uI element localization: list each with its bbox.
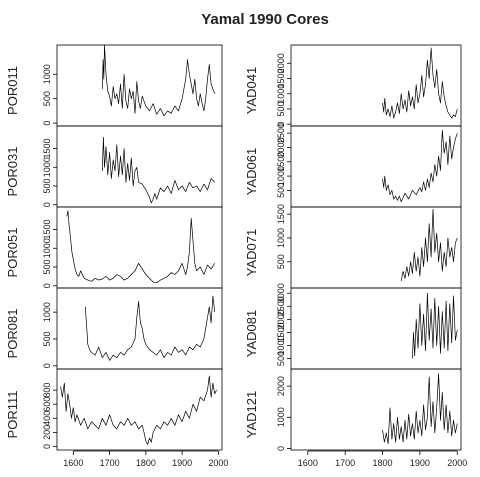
y-tick-label: 500 xyxy=(276,351,286,366)
x-tick-label: 2000 xyxy=(447,458,467,468)
panel-frame xyxy=(290,287,462,370)
panel-frame xyxy=(56,287,223,370)
y-tick-label: 0 xyxy=(42,121,52,126)
y-axis-label: POR111 xyxy=(5,391,20,439)
y-axis-label: YAD121 xyxy=(244,391,259,438)
y-tick-label: 500 xyxy=(42,91,52,106)
x-tick-label: 1700 xyxy=(100,458,120,468)
y-tick-label: 800 xyxy=(42,383,52,398)
y-tick-label: 1500 xyxy=(276,322,286,342)
panel-yad071: 500 1000 1500 YAD071 xyxy=(244,204,462,289)
x-tick-label: 2000 xyxy=(208,458,228,468)
y-tick-label: 2000 xyxy=(276,137,286,157)
y-tick-label: 3000 xyxy=(276,283,286,303)
panel-por081: 0 500 1000 POR081 xyxy=(5,287,223,370)
y-tick-label: 0 xyxy=(276,122,286,127)
y-tick-label: 0 xyxy=(42,363,52,368)
y-tick-label: 1000 xyxy=(42,238,52,258)
y-tick-label: 1000 xyxy=(276,335,286,355)
y-tick-label: 500 xyxy=(42,178,52,193)
panel-frame xyxy=(290,44,462,127)
panel-frame xyxy=(290,125,462,208)
y-axis-label: YAD071 xyxy=(244,229,259,276)
x-tick-label: 1600 xyxy=(63,458,83,468)
panel-frame xyxy=(290,368,462,451)
series-line-por051 xyxy=(66,210,215,284)
y-tick-label: 1000 xyxy=(42,64,52,84)
y-tick-label: 500 xyxy=(42,331,52,346)
x-tick-label: 1700 xyxy=(335,458,355,468)
y-axis-label: POR051 xyxy=(5,228,20,278)
y-tick-label: 1000 xyxy=(42,302,52,322)
y-tick-label: 600 xyxy=(42,397,52,412)
series-line-por011 xyxy=(101,44,216,117)
x-tick-label: 1900 xyxy=(172,458,192,468)
y-axis-label: YAD081 xyxy=(244,310,259,357)
panel-yad121: 0 1000 2000 YAD121 xyxy=(244,368,462,451)
series-line-yad061 xyxy=(382,129,458,203)
y-tick-label: 500 xyxy=(276,101,286,116)
x-axis-left: 1600 1700 1800 1900 2000 xyxy=(63,450,228,468)
series-line-yad121 xyxy=(382,373,458,445)
series-line-por031 xyxy=(101,136,215,204)
series-line-por081 xyxy=(84,295,216,361)
y-tick-label: 0 xyxy=(42,283,52,288)
y-tick-label: 1000 xyxy=(276,84,286,104)
y-tick-label: 1500 xyxy=(42,219,52,239)
panel-por011: 0 500 1000 POR011 xyxy=(5,44,223,127)
series-line-yad041 xyxy=(382,47,458,119)
chart-title: Yamal 1990 Cores xyxy=(201,11,329,28)
x-tick-label: 1600 xyxy=(298,458,318,468)
y-tick-label: 1500 xyxy=(42,138,52,158)
y-tick-label: 1000 xyxy=(276,228,286,248)
y-tick-label: 2500 xyxy=(276,296,286,316)
y-tick-label: 2000 xyxy=(276,376,286,396)
y-tick-label: 500 xyxy=(42,259,52,274)
y-tick-label: 0 xyxy=(276,446,286,451)
panel-frame xyxy=(56,368,223,451)
y-tick-label: 400 xyxy=(42,411,52,426)
x-tick-label: 1900 xyxy=(410,458,430,468)
y-tick-label: 1500 xyxy=(276,152,286,172)
y-axis-label: POR081 xyxy=(5,309,20,359)
y-axis-label: POR011 xyxy=(5,66,20,115)
series-line-por111 xyxy=(60,375,217,445)
x-tick-label: 1800 xyxy=(136,458,156,468)
y-tick-label: 2000 xyxy=(276,309,286,329)
y-tick-label: 200 xyxy=(42,425,52,440)
panel-frame xyxy=(56,206,223,289)
y-tick-label: 0 xyxy=(42,444,52,449)
y-tick-label: 1500 xyxy=(276,204,286,224)
y-tick-label: 500 xyxy=(276,183,286,198)
y-tick-label: 1500 xyxy=(276,68,286,88)
panel-frame xyxy=(56,125,223,208)
series-line-yad081 xyxy=(412,292,458,359)
y-tick-label: 0 xyxy=(42,202,52,207)
panel-frame xyxy=(56,44,223,127)
y-tick-label: 1000 xyxy=(276,166,286,186)
x-axis-right: 1600 1700 1800 1900 2000 xyxy=(298,450,467,468)
x-tick-label: 1800 xyxy=(373,458,393,468)
y-axis-label: POR031 xyxy=(5,147,20,197)
y-tick-label: 2000 xyxy=(276,53,286,73)
y-axis-label: YAD041 xyxy=(244,67,259,114)
y-axis-label: YAD061 xyxy=(244,148,259,195)
series-line-yad071 xyxy=(400,209,458,281)
y-tick-label: 2500 xyxy=(276,123,286,143)
y-tick-label: 500 xyxy=(276,254,286,269)
y-tick-label: 1000 xyxy=(42,157,52,177)
y-tick-label: 1000 xyxy=(276,407,286,427)
